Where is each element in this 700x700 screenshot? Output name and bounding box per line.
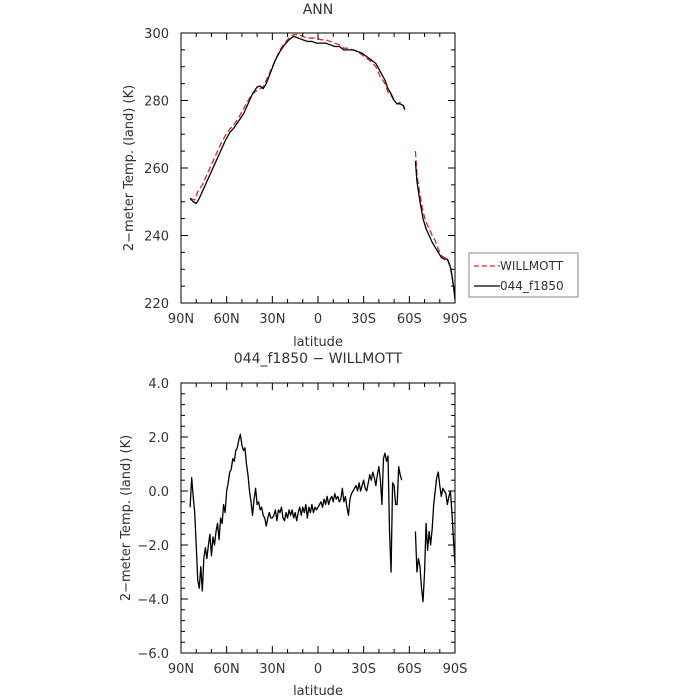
- top-x-tick-label: 60N: [214, 312, 240, 327]
- top-ticks-layer: [180, 32, 456, 304]
- top-x-tick-labels: 90N 60N 30N 0 30S 60S 90S: [168, 312, 468, 327]
- bottom-panel: 044_f1850 − WILLMOTT 90N 60N 30N 0 30S 60S 90S…: [119, 351, 467, 699]
- top-y-axis-label: 2−meter Temp. (land) (K): [122, 85, 137, 251]
- top-x-axis-label: latitude: [293, 335, 343, 350]
- bottom-x-tick-label: 90S: [443, 662, 468, 677]
- bottom-x-tick-label: 60N: [214, 662, 240, 677]
- bottom-ticks-layer: [180, 382, 456, 654]
- bottom-series-layer: [189, 433, 456, 603]
- top-series-willmott-segment-0: [189, 34, 406, 201]
- bottom-x-axis-label: latitude: [293, 684, 343, 699]
- top-x-tick-label: 0: [314, 312, 322, 327]
- bottom-x-tick-labels: 90N 60N 30N 0 30S 60S 90S: [168, 662, 468, 677]
- top-series-willmott-segment-1: [414, 151, 456, 297]
- top-series-044-f1850-segment-1: [414, 161, 456, 300]
- bottom-y-tick-label: −2.0: [137, 539, 169, 554]
- top-title: ANN: [303, 2, 334, 18]
- top-panel: ANN 90N 60N 30N 0 30S 60S 90S 220240260280300 …: [122, 2, 579, 350]
- bottom-series-0-segment-0: [189, 433, 403, 592]
- top-plot-frame: [180, 32, 456, 304]
- bottom-y-axis-label: 2−meter Temp. (land) (K): [119, 435, 134, 601]
- top-x-tick-label: 90S: [443, 312, 468, 327]
- legend: WILLMOTT 044_f1850: [468, 252, 579, 298]
- top-y-tick-label: 260: [144, 162, 169, 177]
- bottom-x-tick-label: 30N: [259, 662, 285, 677]
- bottom-y-tick-labels: −6.0 −4.0 −2.0 0.0 2.0 4.0: [137, 377, 169, 662]
- top-x-tick-label: 60S: [397, 312, 422, 327]
- bottom-y-tick-label: −4.0: [137, 593, 169, 608]
- bottom-y-tick-label: 0.0: [148, 485, 169, 500]
- legend-box: [468, 252, 579, 298]
- top-x-tick-label: 90N: [168, 312, 194, 327]
- top-y-tick-label: 240: [144, 230, 169, 245]
- legend-label-willmott: WILLMOTT: [500, 259, 564, 273]
- top-y-tick-label: 220: [144, 297, 169, 312]
- legend-label-044-f1850: 044_f1850: [500, 279, 564, 293]
- bottom-x-tick-label: 90N: [168, 662, 194, 677]
- top-y-tick-label: 280: [144, 95, 169, 110]
- bottom-y-tick-label: 2.0: [148, 431, 169, 446]
- top-y-tick-labels: 220 240 260 280 300: [144, 27, 169, 312]
- top-y-tick-label: 300: [144, 27, 169, 42]
- top-x-tick-label: 30S: [351, 312, 376, 327]
- bottom-x-tick-label: 30S: [351, 662, 376, 677]
- top-series-layer: [189, 34, 456, 300]
- bottom-x-tick-label: 60S: [397, 662, 422, 677]
- bottom-x-tick-label: 0: [314, 662, 322, 677]
- bottom-series-0-segment-1: [414, 471, 456, 603]
- bottom-y-tick-label: −6.0: [137, 647, 169, 662]
- top-series-044-f1850-segment-0: [189, 35, 406, 205]
- bottom-title: 044_f1850 − WILLMOTT: [234, 351, 403, 367]
- bottom-y-tick-label: 4.0: [148, 377, 169, 392]
- top-x-tick-label: 30N: [259, 312, 285, 327]
